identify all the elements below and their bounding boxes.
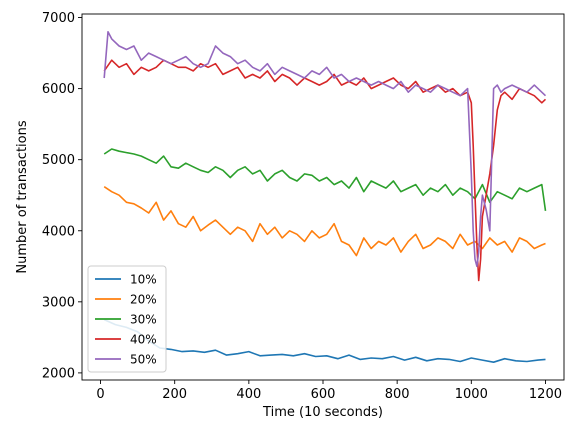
y-axis-label: Number of transactions [15, 120, 30, 273]
x-tick-label-3: 600 [311, 387, 336, 402]
x-tick-label-5: 1000 [455, 387, 488, 402]
y-tick-label-4: 6000 [42, 82, 75, 97]
x-tick-label-1: 200 [162, 387, 187, 402]
legend-label-5: 50% [130, 353, 157, 367]
x-tick-label-4: 800 [385, 387, 410, 402]
legend-label-2: 20% [130, 293, 157, 307]
series-line-2 [103, 186, 546, 257]
x-axis-ticks: 0 200 400 600 800 1000 1200 [96, 380, 562, 402]
y-tick-label-2: 4000 [42, 224, 75, 239]
legend-box [87, 265, 167, 373]
y-tick-label-5: 7000 [42, 11, 75, 26]
x-tick-label-2: 400 [236, 387, 261, 402]
legend-label-3: 30% [130, 313, 157, 327]
series-line-5 [103, 30, 547, 268]
x-axis-label: Time (10 seconds) [262, 405, 383, 420]
y-axis-ticks: 2000 3000 4000 5000 6000 7000 [42, 11, 82, 381]
y-tick-label-3: 5000 [42, 153, 75, 168]
series-line-1 [103, 318, 546, 364]
y-tick-label-1: 3000 [42, 295, 75, 310]
legend-label-4: 40% [130, 333, 157, 347]
x-tick-label-6: 1200 [529, 387, 562, 402]
y-tick-label-0: 2000 [42, 366, 75, 381]
series-layer [103, 30, 547, 364]
x-tick-label-0: 0 [96, 387, 104, 402]
legend: 10% 20% 30% 40% 50% [87, 265, 167, 373]
legend-label-1: 10% [130, 273, 157, 287]
